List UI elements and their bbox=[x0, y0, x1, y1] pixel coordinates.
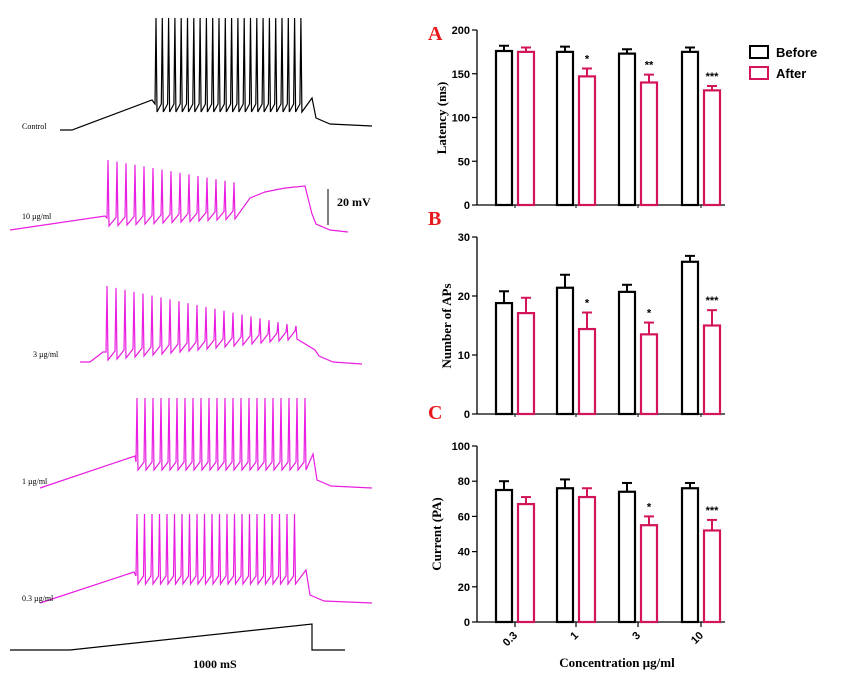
significance-label: * bbox=[647, 501, 652, 513]
bar-after-1 bbox=[577, 75, 597, 207]
bar-after-0-3 bbox=[516, 50, 536, 207]
panel-letter-c: C bbox=[428, 402, 442, 424]
y-tick-label: 0 bbox=[464, 617, 470, 629]
bar-before-0-3 bbox=[494, 301, 514, 416]
legend-before-swatch bbox=[749, 45, 769, 59]
bar-after-0-3 bbox=[516, 502, 536, 624]
trace-label-control: Control bbox=[22, 122, 47, 131]
bar-before-3 bbox=[617, 290, 637, 416]
y-tick-label: 100 bbox=[452, 441, 470, 453]
voltage-scale-label: 20 mV bbox=[337, 195, 371, 209]
current-ramp-protocol bbox=[10, 623, 345, 651]
y-tick-label: 20 bbox=[458, 291, 470, 303]
trace-label-3-ug: 3 µg/ml bbox=[33, 350, 59, 359]
significance-label: *** bbox=[706, 295, 720, 307]
panel-letter-a: A bbox=[428, 23, 443, 45]
bar-before-10 bbox=[680, 487, 700, 624]
legend-after-swatch bbox=[749, 66, 769, 80]
bar-before-3 bbox=[617, 490, 637, 624]
trace-1-ug bbox=[39, 397, 373, 489]
significance-label: * bbox=[585, 298, 590, 310]
significance-label: *** bbox=[706, 71, 720, 83]
y-tick-label: 10 bbox=[458, 350, 470, 362]
x-tick-label: 10 bbox=[689, 630, 706, 647]
bar-after-1 bbox=[577, 327, 597, 416]
trace-label-1-ug: 1 µg/ml bbox=[22, 477, 48, 486]
legend-after-label: After bbox=[776, 66, 806, 81]
y-tick-label: 0 bbox=[464, 200, 470, 212]
ylabel-current: Current (PA) bbox=[429, 497, 444, 571]
y-tick-label: 30 bbox=[458, 232, 470, 244]
panel-letter-b: B bbox=[428, 208, 441, 230]
legend: Before After bbox=[749, 45, 817, 81]
y-tick-label: 150 bbox=[452, 69, 470, 81]
bar-before-0-3 bbox=[494, 49, 514, 207]
y-tick-label: 20 bbox=[458, 582, 470, 594]
y-tick-label: 100 bbox=[452, 113, 470, 125]
bar-after-10 bbox=[702, 324, 722, 416]
bar-before-1 bbox=[555, 50, 575, 207]
trace-3-ug bbox=[80, 285, 363, 365]
significance-label: * bbox=[585, 54, 590, 66]
trace-control bbox=[60, 17, 373, 131]
bar-before-1 bbox=[555, 286, 575, 416]
y-tick-label: 50 bbox=[458, 156, 470, 168]
x-tick-label: 0.3 bbox=[501, 630, 520, 649]
trace-label-10-ug: 10 µg/ml bbox=[22, 212, 52, 221]
bar-after-1 bbox=[577, 495, 597, 624]
significance-label: *** bbox=[706, 505, 720, 517]
bar-after-3 bbox=[639, 524, 659, 624]
y-tick-label: 80 bbox=[458, 476, 470, 488]
bar-after-3 bbox=[639, 81, 659, 207]
bar-charts-panel: A B C Latency (ms) Number of APs Current… bbox=[428, 23, 817, 670]
x-tick-label: 3 bbox=[630, 630, 643, 643]
voltage-traces-panel: Control 10 µg/ml 3 µg/ml 1 µg/ml 0.3 µg/… bbox=[9, 17, 373, 671]
bar-after-0-3 bbox=[516, 312, 536, 416]
trace-10-ug bbox=[9, 159, 349, 233]
y-tick-label: 40 bbox=[458, 547, 470, 559]
significance-label: ** bbox=[645, 60, 654, 72]
y-tick-label: 200 bbox=[452, 25, 470, 37]
ylabel-latency: Latency (ms) bbox=[434, 82, 449, 155]
bar-after-10 bbox=[702, 529, 722, 624]
bar-before-10 bbox=[680, 50, 700, 207]
time-scale-label: 1000 mS bbox=[193, 657, 237, 671]
trace-0-3-ug bbox=[39, 513, 373, 604]
bar-after-3 bbox=[639, 333, 659, 416]
xlabel-concentration: Concentration µg/ml bbox=[559, 655, 675, 670]
trace-label-0-3-ug: 0.3 µg/ml bbox=[22, 594, 54, 603]
bar-before-0-3 bbox=[494, 488, 514, 624]
x-tick-label: 1 bbox=[568, 630, 581, 643]
bar-before-10 bbox=[680, 260, 700, 416]
y-tick-label: 0 bbox=[464, 409, 470, 421]
legend-before-label: Before bbox=[776, 45, 817, 60]
y-tick-label: 60 bbox=[458, 511, 470, 523]
bar-before-3 bbox=[617, 52, 637, 207]
significance-label: * bbox=[647, 308, 652, 320]
ylabel-aps: Number of APs bbox=[439, 284, 454, 369]
bar-after-10 bbox=[702, 89, 722, 207]
bar-before-1 bbox=[555, 487, 575, 624]
